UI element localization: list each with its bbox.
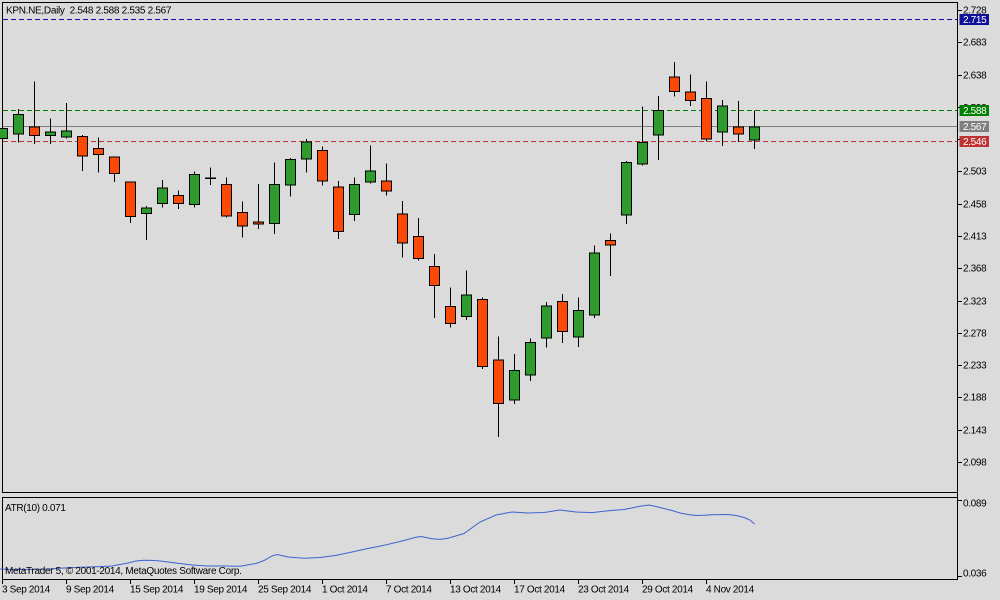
svg-text:25 Sep 2014: 25 Sep 2014 xyxy=(258,584,312,595)
svg-text:2.413: 2.413 xyxy=(963,232,987,243)
svg-text:9 Sep 2014: 9 Sep 2014 xyxy=(66,584,115,595)
svg-text:MetaTrader 5, © 2001-2014, Met: MetaTrader 5, © 2001-2014, MetaQuotes So… xyxy=(5,566,242,577)
svg-text:2.683: 2.683 xyxy=(963,38,987,49)
svg-text:2.728: 2.728 xyxy=(963,6,987,17)
svg-text:2.323: 2.323 xyxy=(963,297,987,308)
svg-text:17 Oct 2014: 17 Oct 2014 xyxy=(514,584,566,595)
svg-text:ATR(10) 0.071: ATR(10) 0.071 xyxy=(5,503,66,514)
svg-text:13 Oct 2014: 13 Oct 2014 xyxy=(450,584,502,595)
svg-text:29 Oct 2014: 29 Oct 2014 xyxy=(642,584,694,595)
svg-text:0.089: 0.089 xyxy=(963,499,987,510)
svg-text:2.278: 2.278 xyxy=(963,329,987,340)
svg-text:2.638: 2.638 xyxy=(963,71,987,82)
svg-text:2.233: 2.233 xyxy=(963,361,987,372)
svg-text:2.188: 2.188 xyxy=(963,393,987,404)
svg-text:15 Sep 2014: 15 Sep 2014 xyxy=(130,584,184,595)
svg-text:1 Oct 2014: 1 Oct 2014 xyxy=(322,584,368,595)
svg-text:2.588: 2.588 xyxy=(963,106,987,117)
svg-text:3 Sep 2014: 3 Sep 2014 xyxy=(2,584,51,595)
svg-text:2.368: 2.368 xyxy=(963,264,987,275)
svg-text:7 Oct 2014: 7 Oct 2014 xyxy=(386,584,432,595)
svg-text:19 Sep 2014: 19 Sep 2014 xyxy=(194,584,248,595)
svg-text:2.098: 2.098 xyxy=(963,458,987,469)
svg-text:2.567: 2.567 xyxy=(963,122,987,133)
svg-text:KPN.NE,Daily 2.548 2.588 2.53: KPN.NE,Daily 2.548 2.588 2.535 2.567 xyxy=(6,6,172,17)
svg-text:23 Oct 2014: 23 Oct 2014 xyxy=(578,584,630,595)
svg-text:2.503: 2.503 xyxy=(963,167,987,178)
svg-text:2.546: 2.546 xyxy=(963,137,987,148)
svg-text:0.036: 0.036 xyxy=(963,569,987,580)
svg-text:2.458: 2.458 xyxy=(963,200,987,211)
svg-text:4 Nov 2014: 4 Nov 2014 xyxy=(706,584,755,595)
svg-text:2.143: 2.143 xyxy=(963,426,987,437)
svg-text:2.715: 2.715 xyxy=(963,15,987,26)
